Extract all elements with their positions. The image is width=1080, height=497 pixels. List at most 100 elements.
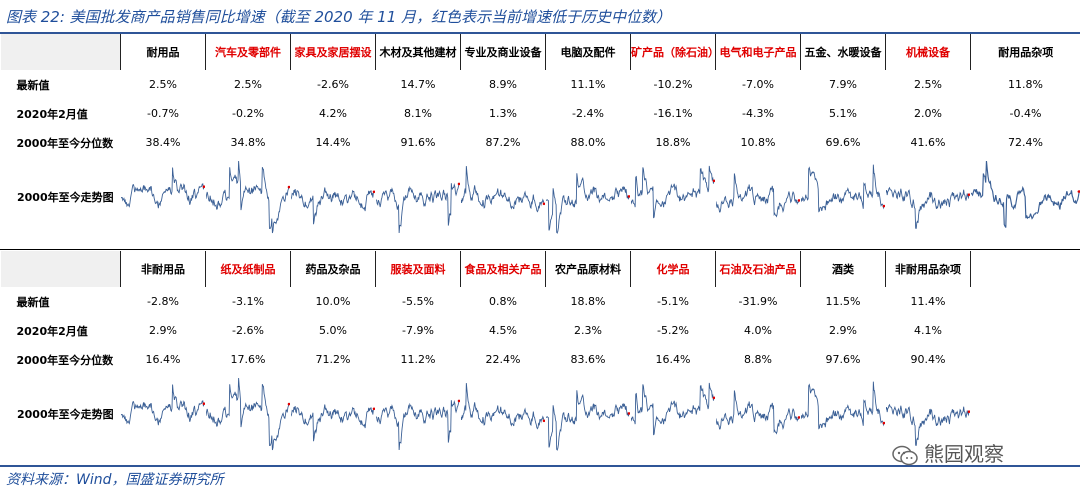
trend-sparkline-cell <box>800 157 886 237</box>
trend-sparkline-cell <box>715 374 801 454</box>
value-cell-feb2020: 4.0% <box>744 324 772 337</box>
sparkline-endpoint <box>967 410 970 413</box>
value-cell-percentile: 91.6% <box>400 136 436 149</box>
value-cell-feb2020: 2.3% <box>574 324 602 337</box>
table-divider <box>0 249 1080 250</box>
value-cell-feb2020: -0.4% <box>1009 107 1042 120</box>
value-cell-percentile: 72.4% <box>1008 136 1043 149</box>
sparkline-path <box>716 390 800 435</box>
trend-sparkline-cell <box>120 157 206 237</box>
row-label-latest: 最新值 <box>16 78 50 92</box>
value-cell-latest: -7.0% <box>742 78 774 91</box>
trend-sparkline-cell <box>800 374 886 454</box>
column-header: 耐用品杂项 <box>970 34 1080 70</box>
column-header: 服装及面料 <box>375 251 461 287</box>
trend-sparkline <box>376 182 460 234</box>
trend-sparkline <box>206 160 290 234</box>
column-header: 非耐用品 <box>120 251 206 287</box>
column-header: 电脑及配件 <box>545 34 631 70</box>
value-cell-latest <box>971 287 1080 316</box>
sparkline-path <box>801 164 885 213</box>
sparkline-path <box>886 403 970 446</box>
value-cell-latest: 11.4% <box>910 295 946 308</box>
nondurable-goods-table: 非耐用品 纸及纸制品 药品及杂品 服装及面料 食品及相关产品 农产品原材料 化学品 石油及石油… <box>0 251 1080 454</box>
value-cell-percentile: 41.6% <box>910 136 946 149</box>
watermark-text: 熊园观察 <box>924 442 1004 466</box>
value-cell-percentile: 87.2% <box>485 136 521 149</box>
sparkline-endpoint <box>202 185 205 188</box>
value-cell-latest: 0.8% <box>489 295 517 308</box>
value-cell-latest: -31.9% <box>738 295 778 308</box>
trend-sparkline-cell <box>630 157 716 237</box>
value-cell-feb2020: 5.0% <box>319 324 347 337</box>
sparkline-path <box>291 404 375 442</box>
trend-sparkline <box>461 166 545 213</box>
column-header: 石油及石油产品 <box>715 251 801 287</box>
value-cell-feb2020: -2.4% <box>572 107 604 120</box>
value-cell-feb2020: -4.3% <box>742 107 774 120</box>
trend-sparkline <box>886 186 970 229</box>
value-cell-percentile: 90.4% <box>910 353 946 366</box>
header-corner <box>0 34 121 70</box>
value-cell-feb2020: 2.0% <box>914 107 942 120</box>
row-label-feb2020: 2020年2月值 <box>16 107 88 121</box>
value-cell-percentile: 8.8% <box>744 353 772 366</box>
value-cell-latest: 8.9% <box>489 78 517 91</box>
trend-sparkline <box>121 167 205 209</box>
value-cell-percentile: 14.4% <box>315 136 351 149</box>
value-cell-latest: 11.8% <box>1008 78 1043 91</box>
value-cell-latest: -5.1% <box>657 295 689 308</box>
value-cell-percentile: 16.4% <box>145 353 181 366</box>
sparkline-endpoint <box>882 421 885 425</box>
value-cell-latest: 10.0% <box>315 295 351 308</box>
value-cell-feb2020: 4.5% <box>489 324 517 337</box>
value-cell-feb2020: -0.2% <box>232 107 264 120</box>
trend-sparkline <box>291 404 375 442</box>
trend-sparkline <box>376 399 460 451</box>
wechat-icon <box>892 445 918 465</box>
column-header: 五金、水暖设备 <box>800 34 886 70</box>
sparkline-endpoint <box>287 402 290 406</box>
column-header: 药品及杂品 <box>290 251 376 287</box>
trend-sparkline-cell <box>630 374 716 454</box>
trend-sparkline <box>121 384 205 426</box>
value-cell-latest: 2.5% <box>914 78 942 91</box>
trend-sparkline <box>971 160 1080 228</box>
value-cell-feb2020: -0.7% <box>147 107 179 120</box>
sparkline-path <box>206 377 290 451</box>
value-cell-feb2020: 4.1% <box>914 324 942 337</box>
value-cell-feb2020: 8.1% <box>404 107 432 120</box>
value-cell-percentile: 18.8% <box>655 136 691 149</box>
value-cell-feb2020: 2.9% <box>149 324 177 337</box>
top-rule <box>0 32 1080 34</box>
sparkline-path <box>971 160 1080 228</box>
sparkline-path <box>376 182 460 234</box>
value-cell-latest: 2.5% <box>234 78 262 91</box>
column-header: 酒类 <box>800 251 886 287</box>
trend-sparkline <box>461 383 545 430</box>
trend-sparkline <box>716 173 800 218</box>
value-cell-latest: 14.7% <box>400 78 436 91</box>
value-cell-feb2020: 5.1% <box>829 107 857 120</box>
column-header: 非耐用品杂项 <box>885 251 971 287</box>
value-cell-feb2020: 2.9% <box>829 324 857 337</box>
value-cell-latest: -10.2% <box>653 78 693 91</box>
sparkline-path <box>801 381 885 430</box>
sparkline-path <box>291 187 375 225</box>
trend-sparkline-cell <box>460 374 546 454</box>
watermark: 熊园观察 <box>892 438 1004 467</box>
sparkline-path <box>461 383 545 430</box>
sparkline-endpoint <box>967 193 970 196</box>
value-cell-percentile: 88.0% <box>570 136 606 149</box>
trend-sparkline <box>631 165 715 219</box>
sparkline-endpoint <box>797 199 800 202</box>
value-cell-latest: -2.8% <box>147 295 179 308</box>
value-cell-latest: 11.1% <box>570 78 606 91</box>
sparkline-endpoint <box>797 416 800 419</box>
sparkline-path <box>631 382 715 436</box>
value-cell-feb2020: -16.1% <box>653 107 693 120</box>
sparkline-path <box>716 173 800 218</box>
column-header: 电气和电子产品 <box>715 34 801 70</box>
sparkline-path <box>121 167 205 209</box>
column-header: 机械设备 <box>885 34 971 70</box>
